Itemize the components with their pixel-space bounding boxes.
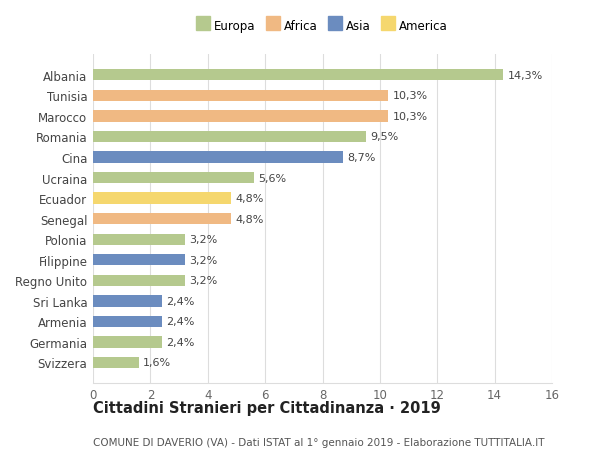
Bar [93, 193, 230, 204]
Bar [93, 296, 162, 307]
Text: 2,4%: 2,4% [166, 337, 194, 347]
Text: Cittadini Stranieri per Cittadinanza · 2019: Cittadini Stranieri per Cittadinanza · 2… [93, 400, 441, 415]
Bar [93, 152, 343, 163]
Text: 9,5%: 9,5% [370, 132, 398, 142]
Text: 10,3%: 10,3% [393, 91, 428, 101]
Bar [93, 275, 185, 286]
Bar [93, 336, 162, 348]
Bar [93, 90, 388, 102]
Bar [93, 357, 139, 368]
Bar [93, 173, 254, 184]
Bar [93, 316, 162, 327]
Bar [93, 255, 185, 266]
Text: 3,2%: 3,2% [189, 276, 217, 285]
Text: 4,8%: 4,8% [235, 214, 263, 224]
Text: 10,3%: 10,3% [393, 112, 428, 122]
Text: 4,8%: 4,8% [235, 194, 263, 204]
Text: 3,2%: 3,2% [189, 255, 217, 265]
Text: COMUNE DI DAVERIO (VA) - Dati ISTAT al 1° gennaio 2019 - Elaborazione TUTTITALIA: COMUNE DI DAVERIO (VA) - Dati ISTAT al 1… [93, 437, 545, 448]
Legend: Europa, Africa, Asia, America: Europa, Africa, Asia, America [193, 15, 452, 38]
Text: 2,4%: 2,4% [166, 317, 194, 327]
Text: 1,6%: 1,6% [143, 358, 172, 368]
Text: 14,3%: 14,3% [508, 71, 543, 81]
Bar [93, 132, 365, 143]
Text: 8,7%: 8,7% [347, 153, 375, 162]
Text: 5,6%: 5,6% [258, 173, 286, 183]
Text: 3,2%: 3,2% [189, 235, 217, 245]
Bar [93, 70, 503, 81]
Bar [93, 213, 230, 225]
Text: 2,4%: 2,4% [166, 296, 194, 306]
Bar [93, 111, 388, 122]
Bar [93, 234, 185, 245]
